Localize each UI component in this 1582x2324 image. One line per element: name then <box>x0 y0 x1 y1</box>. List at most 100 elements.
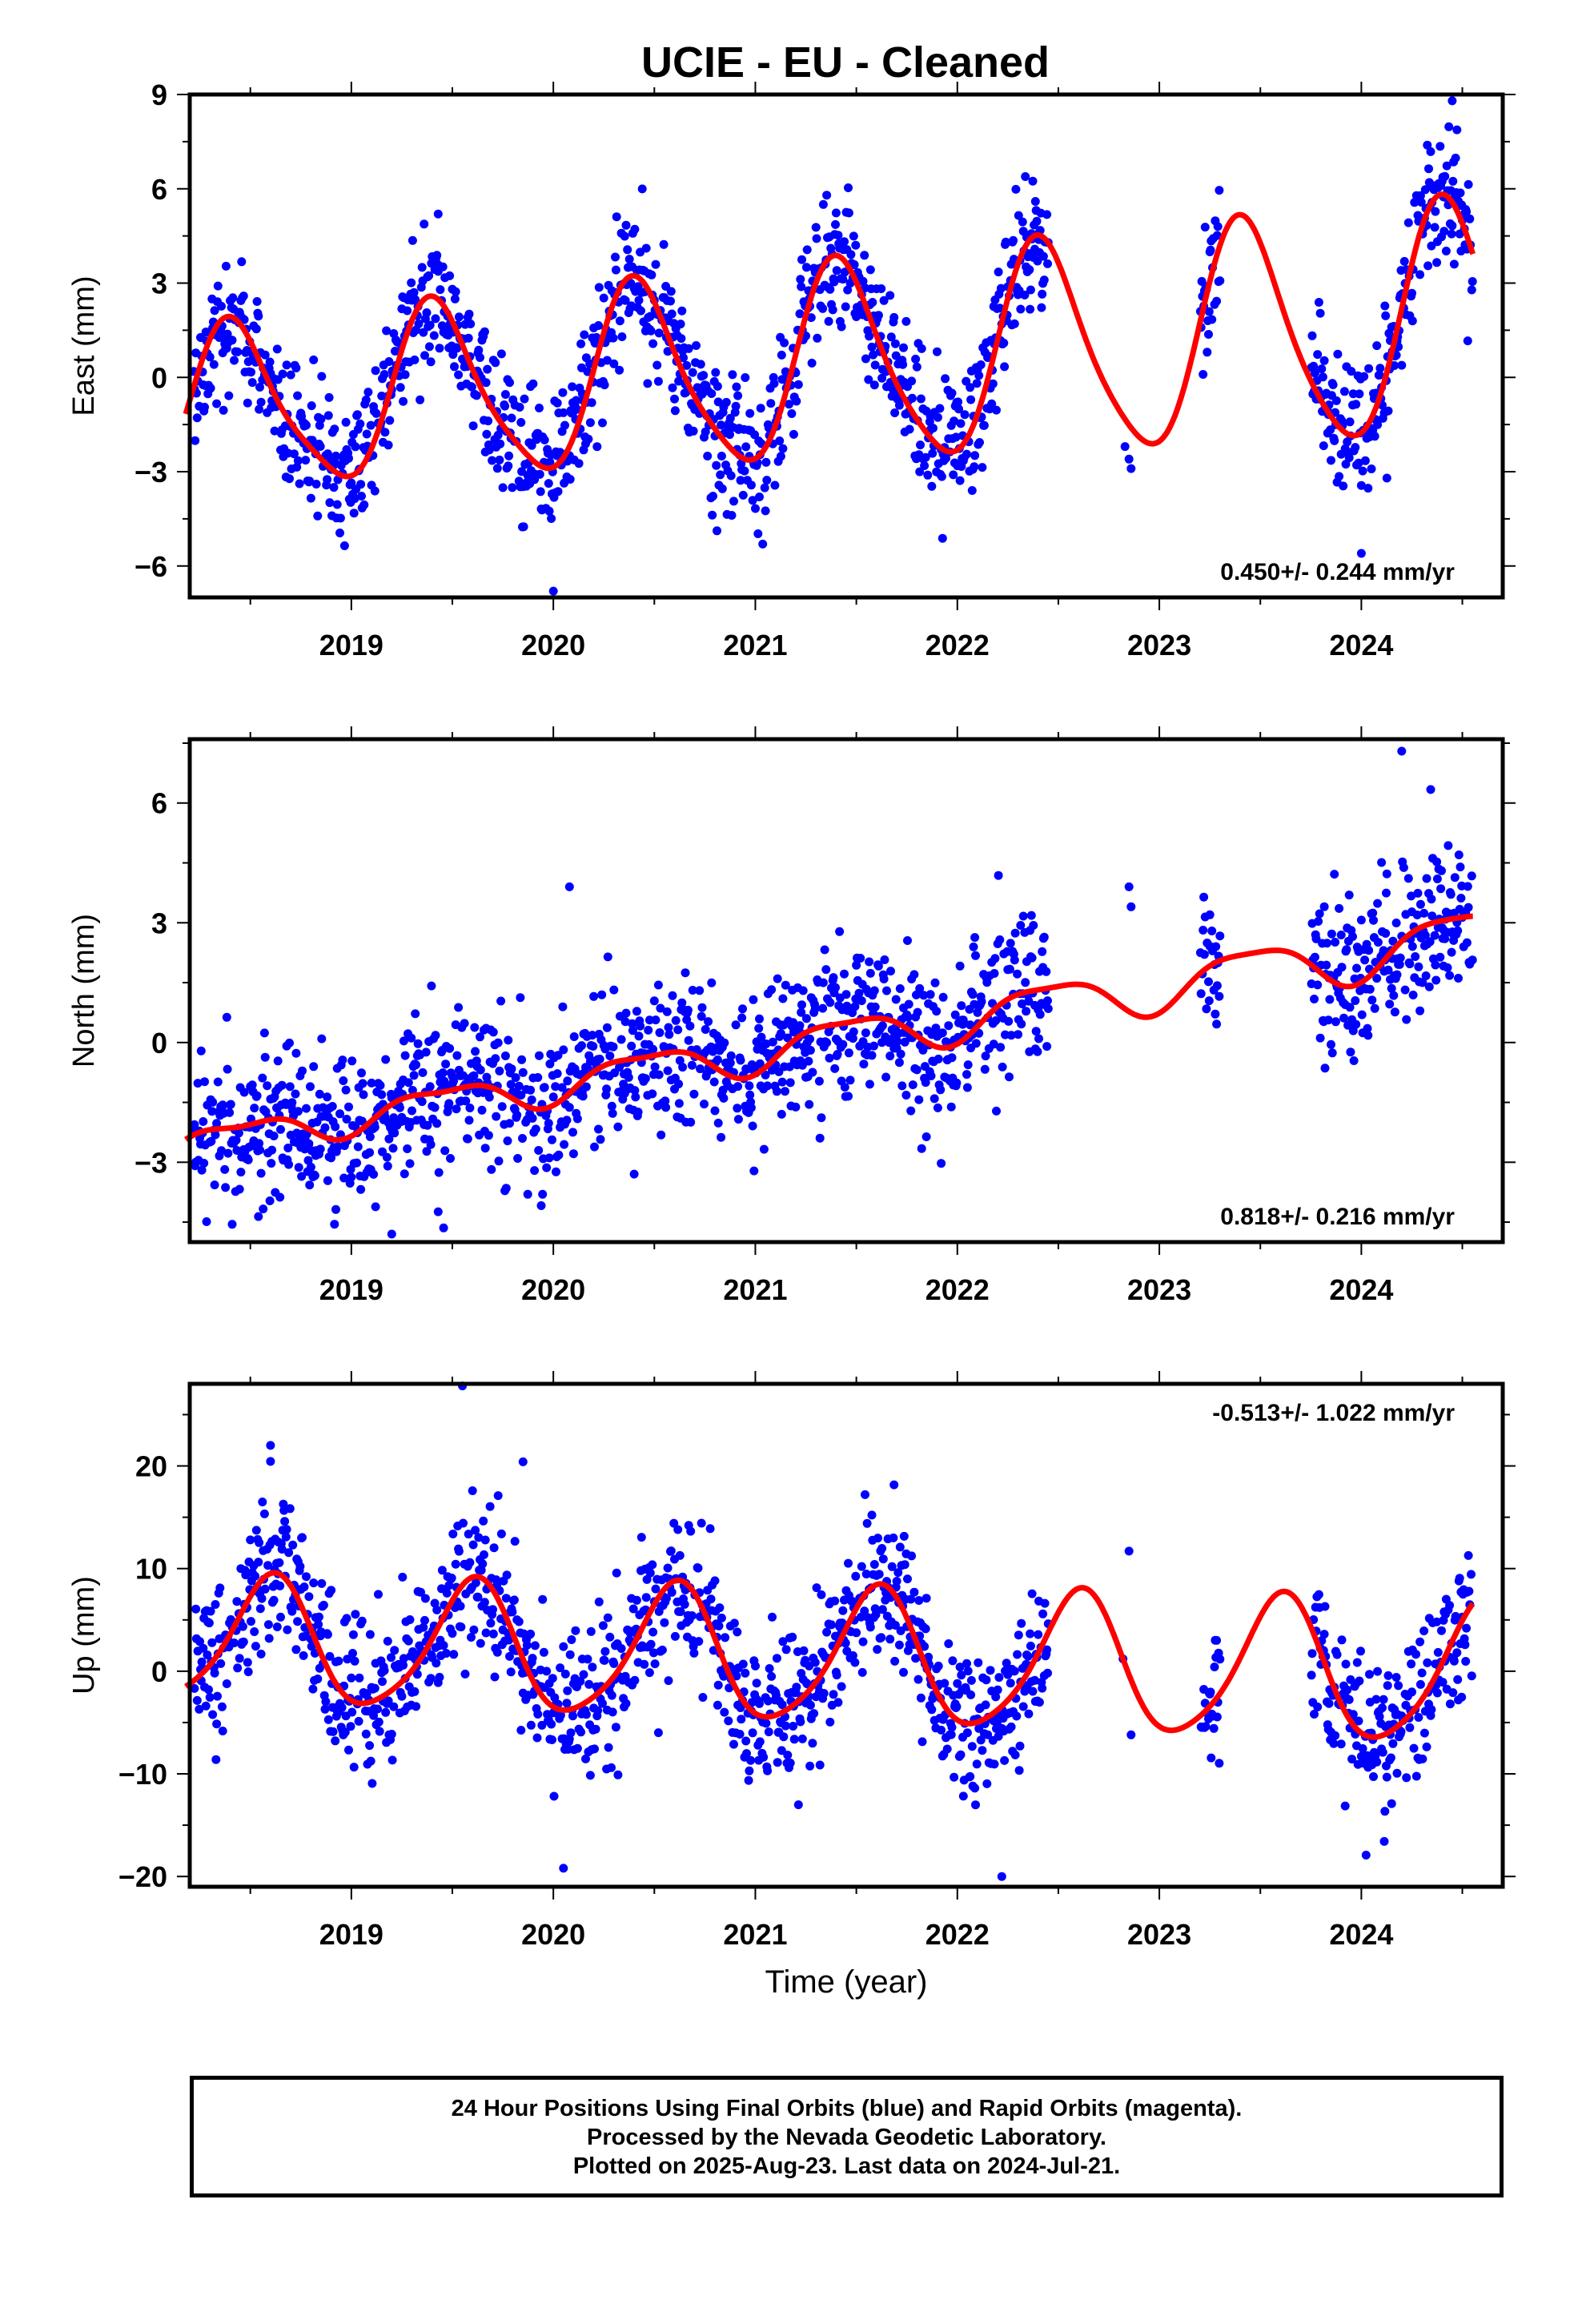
y-tick-label: 3 <box>151 267 167 300</box>
observation-point <box>805 1761 815 1771</box>
observation-point <box>944 1639 954 1648</box>
observation-point <box>309 355 319 364</box>
observation-point <box>341 1085 351 1095</box>
observation-point <box>657 1645 667 1655</box>
observation-point <box>1415 899 1425 909</box>
observation-point <box>609 1659 619 1668</box>
observation-point <box>900 1560 909 1570</box>
observation-point <box>805 1034 815 1043</box>
observation-point <box>663 1066 673 1076</box>
observation-point <box>864 375 873 384</box>
observation-point <box>1365 984 1375 994</box>
observation-point <box>197 1165 207 1175</box>
observation-point <box>526 1720 536 1730</box>
observation-point <box>581 1082 591 1092</box>
observation-point <box>1464 1586 1474 1596</box>
observation-point <box>654 328 664 338</box>
observation-point <box>947 1053 957 1063</box>
observation-point <box>251 1526 261 1535</box>
observation-point <box>403 1144 412 1153</box>
observation-point <box>1450 873 1460 883</box>
observation-point <box>877 284 886 293</box>
observation-point <box>971 1039 981 1048</box>
observation-point <box>449 1650 459 1659</box>
observation-point <box>218 1727 227 1735</box>
observation-point <box>538 1189 548 1199</box>
observation-point <box>1206 1687 1215 1697</box>
observation-point <box>464 1530 473 1539</box>
observation-point <box>379 370 389 379</box>
observation-point <box>725 413 735 423</box>
observation-point <box>918 1045 928 1055</box>
observation-points <box>189 96 1477 596</box>
observation-point <box>954 397 963 407</box>
observation-point <box>331 1204 340 1214</box>
observation-point <box>329 483 339 493</box>
observation-point <box>1437 1626 1446 1635</box>
observation-point <box>1424 164 1433 174</box>
observation-point <box>996 1043 1006 1052</box>
observation-point <box>1014 211 1023 220</box>
observation-point <box>574 459 584 468</box>
observation-point <box>321 1697 331 1707</box>
observation-point <box>256 1168 266 1178</box>
observation-point <box>196 1046 206 1055</box>
observation-point <box>1212 1019 1222 1029</box>
observation-point <box>366 420 375 430</box>
observation-point <box>520 394 529 404</box>
observation-point <box>849 1027 858 1036</box>
observation-point <box>667 1587 677 1597</box>
observation-point <box>358 1079 367 1088</box>
observation-point <box>190 1683 199 1693</box>
observation-point <box>1372 341 1382 351</box>
observation-point <box>648 1560 657 1570</box>
observation-point <box>885 291 895 300</box>
observation-point <box>1034 1034 1043 1043</box>
x-tick-label: 2024 <box>1329 629 1393 661</box>
observation-point <box>1042 210 1052 219</box>
observation-point <box>846 250 856 259</box>
observation-point <box>805 1700 815 1710</box>
observation-point <box>213 281 223 291</box>
observation-point <box>564 882 574 891</box>
observation-point <box>417 263 427 272</box>
observation-point <box>584 434 593 444</box>
x-tick-label: 2020 <box>521 629 585 661</box>
observation-point <box>590 1744 599 1754</box>
observation-point <box>465 1558 475 1567</box>
observation-point <box>281 1532 291 1542</box>
y-tick-label: 10 <box>135 1553 167 1586</box>
x-tick-label: 2023 <box>1127 629 1191 661</box>
observation-point <box>602 1023 612 1032</box>
observation-point <box>978 463 987 472</box>
observation-point <box>802 245 812 255</box>
observation-point <box>648 1044 658 1054</box>
observation-point <box>1426 147 1435 156</box>
observation-point <box>927 481 937 491</box>
observation-point <box>755 493 764 501</box>
observation-point <box>1417 1668 1427 1678</box>
observation-point <box>243 357 253 367</box>
observation-point <box>877 1544 887 1553</box>
x-tick-label: 2021 <box>723 629 787 661</box>
observation-point <box>967 486 977 495</box>
observation-point <box>332 500 342 509</box>
observation-point <box>805 1100 814 1109</box>
observation-point <box>1425 937 1435 947</box>
observation-point <box>933 1103 942 1112</box>
observation-point <box>323 1630 332 1639</box>
observation-point <box>650 1659 660 1669</box>
observation-point <box>545 457 555 467</box>
observation-point <box>1420 931 1430 940</box>
observation-point <box>1331 1731 1340 1740</box>
observation-point <box>1011 184 1021 194</box>
observation-point <box>735 1730 745 1739</box>
observation-point <box>471 1526 480 1535</box>
observation-point <box>881 1072 891 1082</box>
observation-point <box>994 1673 1004 1683</box>
observation-point <box>1212 296 1222 306</box>
observation-point <box>1456 862 1465 872</box>
observation-point <box>865 1622 875 1632</box>
observation-point <box>564 1103 574 1112</box>
observation-point <box>480 1144 490 1153</box>
